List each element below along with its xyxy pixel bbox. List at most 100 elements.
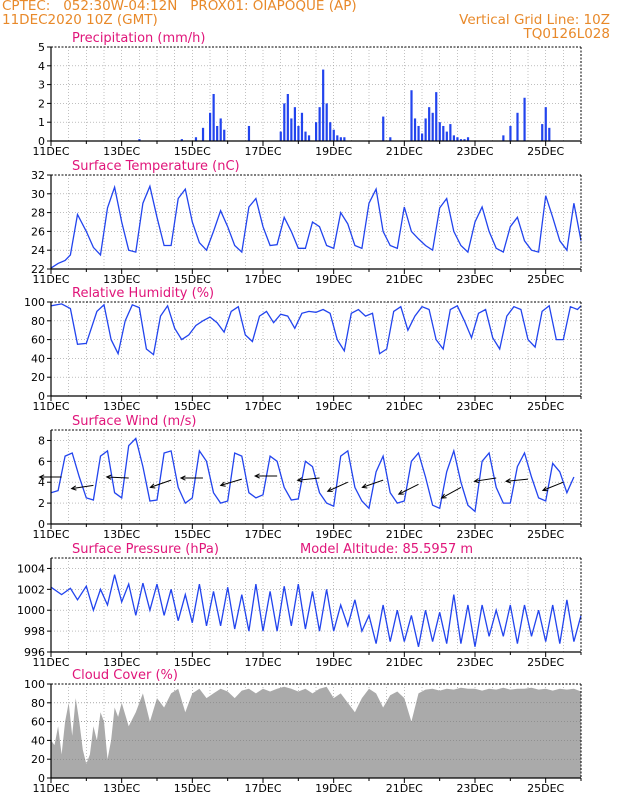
precip-bar <box>502 135 505 141</box>
x-tick-label: 17DEC <box>244 656 281 669</box>
precip-bar <box>209 112 212 141</box>
y-tick-label: 2 <box>38 97 45 110</box>
y-tick-label: 5 <box>38 41 45 54</box>
x-tick-label: 25DEC <box>527 145 564 158</box>
cloud-area <box>51 686 581 778</box>
x-tick-label: 19DEC <box>315 782 352 795</box>
panel-wind: Surface Wind (m/s) 0 2 4 6 8 11DEC 13DEC 15DEC 17… <box>32 414 582 541</box>
x-tick-label: 17DEC <box>244 528 281 541</box>
precip-bar <box>339 137 342 141</box>
precip-bar <box>329 122 332 141</box>
x-tick-label: 19DEC <box>315 656 352 669</box>
precip-bar <box>463 139 466 141</box>
x-tick-label: 11DEC <box>32 145 69 158</box>
wind-vector <box>541 481 564 492</box>
precip-bar <box>216 125 219 141</box>
x-tick-label: 13DEC <box>103 145 140 158</box>
x-tick-label: 11DEC <box>32 273 69 286</box>
x-tick-label: 15DEC <box>174 273 211 286</box>
y-tick-label: 1 <box>38 116 45 129</box>
pres-series-line <box>50 574 582 647</box>
precip-bar <box>297 125 300 141</box>
temp-series-line <box>50 184 582 269</box>
panel-title: Surface Temperature (nC) <box>72 159 240 174</box>
panel-pres: Surface Pressure (hPa) Model Altitude: 85… <box>17 542 582 669</box>
y-tick-label: 32 <box>31 169 45 182</box>
wind-vector <box>473 477 497 484</box>
y-tick-label: 1000 <box>17 604 45 617</box>
precip-bar <box>138 139 141 141</box>
precip-bar <box>286 94 289 141</box>
wind-vector <box>397 483 419 495</box>
wind-series-line <box>50 437 575 513</box>
precip-bar <box>180 139 183 141</box>
x-tick-label: 21DEC <box>386 400 423 413</box>
x-tick-label: 15DEC <box>174 656 211 669</box>
wind-vector <box>149 479 172 489</box>
wind-vector <box>440 487 462 499</box>
precip-bar <box>389 137 392 141</box>
wind-vector <box>219 478 242 487</box>
header-date: 11DEC2020 10Z (GMT) <box>2 12 158 28</box>
y-tick-label: 30 <box>31 188 45 201</box>
precip-bar <box>332 129 335 141</box>
x-tick-label: 25DEC <box>527 400 564 413</box>
y-tick-label: 60 <box>31 716 45 729</box>
y-tick-label: 24 <box>31 244 45 257</box>
precip-bar <box>290 118 293 141</box>
precip-bar <box>516 112 519 141</box>
header-grid-line-note: Vertical Grid Line: 10Z <box>459 12 610 28</box>
y-tick-label: 40 <box>31 352 45 365</box>
precip-bar <box>325 103 328 141</box>
precip-bar <box>413 118 417 141</box>
x-tick-label: 25DEC <box>527 782 564 795</box>
y-tick-label: 996 <box>24 646 45 659</box>
y-tick-label: 4 <box>38 60 45 73</box>
precip-bar <box>452 135 455 141</box>
y-tick-label: 3 <box>38 79 45 92</box>
x-tick-label: 21DEC <box>386 528 423 541</box>
x-tick-label: 11DEC <box>32 400 69 413</box>
x-tick-label: 25DEC <box>527 656 564 669</box>
panel-title: Precipitation (mm/h) <box>72 31 205 46</box>
panel-rh: Relative Humidity (%) 0 20 40 60 80 100 11DEC 13… <box>24 286 582 413</box>
y-tick-label: 1002 <box>17 583 45 596</box>
y-tick-label: 1004 <box>17 562 45 575</box>
header-model-code: TQ0126L028 <box>523 26 610 42</box>
x-tick-label: 13DEC <box>103 782 140 795</box>
x-tick-label: 25DEC <box>527 273 564 286</box>
x-tick-label: 19DEC <box>315 400 352 413</box>
y-tick-label: 40 <box>31 734 45 747</box>
precip-bar <box>300 112 304 141</box>
precip-bar <box>223 129 226 141</box>
y-tick-label: 80 <box>31 315 45 328</box>
y-tick-label: 6 <box>38 455 45 468</box>
x-tick-label: 11DEC <box>32 782 69 795</box>
precip-bar <box>336 135 339 141</box>
precip-bar <box>212 94 215 141</box>
precip-bar <box>247 125 251 141</box>
panel-title: Surface Pressure (hPa) <box>72 542 219 557</box>
y-tick-label: 0 <box>38 135 45 148</box>
wind-vector <box>504 478 529 484</box>
precip-bar <box>466 137 470 141</box>
precip-bar <box>279 131 282 141</box>
y-tick-label: 4 <box>38 476 45 489</box>
precip-bar <box>315 122 318 141</box>
x-tick-label: 15DEC <box>174 400 211 413</box>
precip-bar <box>438 122 441 141</box>
x-tick-label: 13DEC <box>103 273 140 286</box>
precip-bar <box>283 103 286 141</box>
precip-bar <box>293 107 296 141</box>
panel-title: Cloud Cover (%) <box>72 668 178 683</box>
precip-bar <box>318 107 321 141</box>
x-tick-label: 13DEC <box>103 656 140 669</box>
panel-cloud: Cloud Cover (%) 0 20 40 60 80 100 11DEC 13DEC 15D… <box>24 668 582 795</box>
precip-bar <box>548 127 551 141</box>
x-tick-label: 23DEC <box>456 273 493 286</box>
wind-vector <box>70 484 94 491</box>
y-tick-label: 22 <box>31 263 45 276</box>
wind-vector <box>361 479 384 489</box>
x-tick-label: 23DEC <box>456 400 493 413</box>
x-tick-label: 23DEC <box>456 145 493 158</box>
